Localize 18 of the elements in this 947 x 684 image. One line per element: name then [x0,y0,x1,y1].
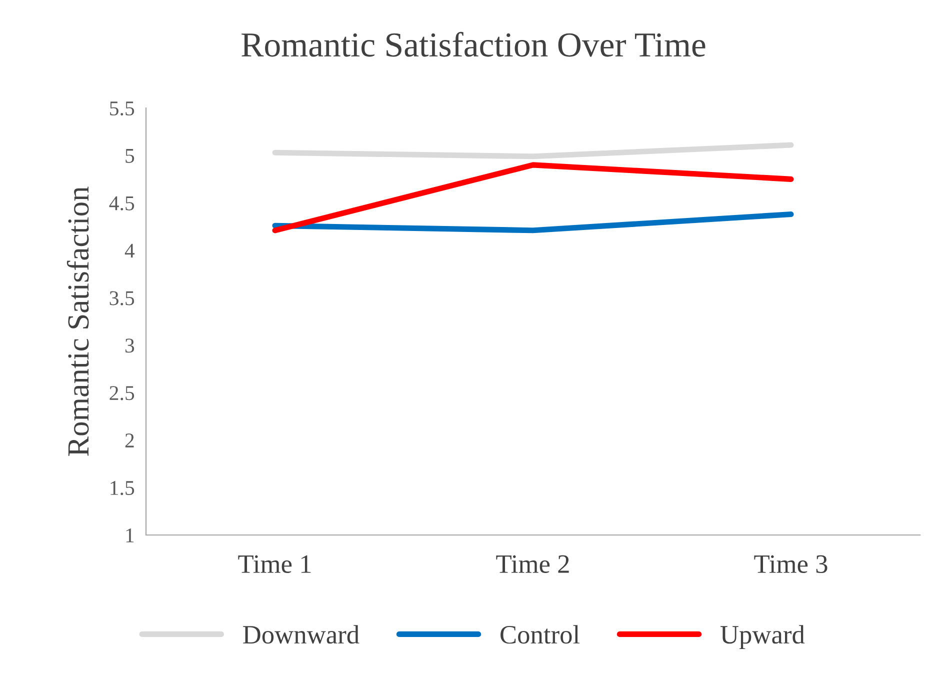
legend-label: Upward [720,625,805,650]
y-tick-label: 2 [125,434,134,448]
legend-label: Downward [243,625,360,644]
legend-label: Control [500,625,580,644]
y-axis-title: Romantic Satisfaction [66,186,89,456]
y-tick-label: 5 [126,149,134,163]
y-tick-label: 3 [125,338,134,353]
x-tick-label: Time 2 [496,555,569,574]
chart-title: Romantic Satisfaction Over Time [242,32,706,57]
y-tick-label: 4.5 [109,196,134,210]
y-tick-label: 2.5 [110,386,134,400]
y-tick-label: 1.5 [110,481,134,496]
x-tick-label: Time 1 [238,555,311,574]
y-tick-label: 4 [124,244,135,258]
x-tick-label: Time 3 [754,555,828,574]
y-tick-label: 1 [126,528,134,542]
y-tick-label: 5.5 [110,102,134,116]
y-tick-label: 3.5 [110,291,134,306]
